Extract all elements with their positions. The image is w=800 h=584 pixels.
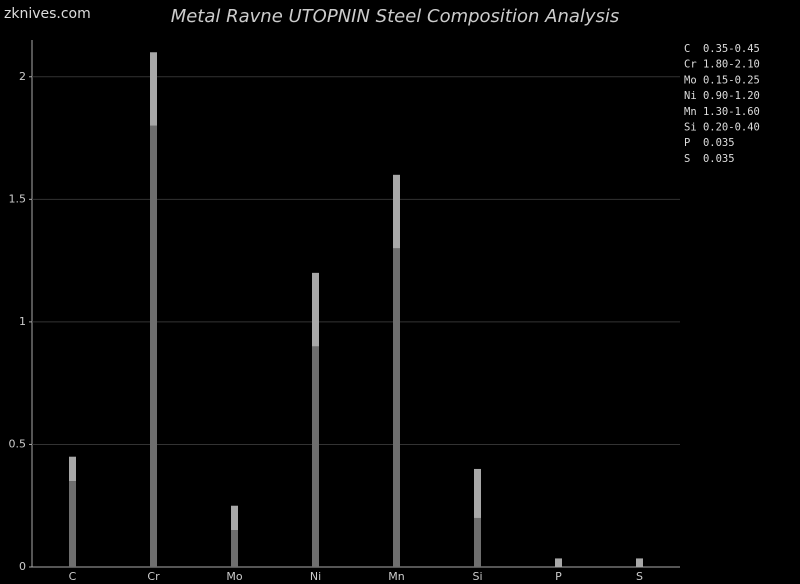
bar-min: [231, 530, 238, 567]
y-tick-label: 1.5: [9, 192, 27, 205]
legend-entry: Cr 1.80-2.10: [684, 59, 760, 71]
bar-min: [312, 346, 319, 567]
y-tick-label: 1: [19, 315, 26, 328]
bar-min: [69, 481, 76, 567]
x-tick-label: S: [636, 570, 643, 583]
legend-entry: C 0.35-0.45: [684, 43, 760, 55]
x-tick-label: C: [69, 570, 77, 583]
x-tick-label: Ni: [310, 570, 321, 583]
watermark: zknives.com: [4, 6, 91, 22]
x-tick-label: Mo: [226, 570, 242, 583]
bar-range: [150, 52, 157, 126]
legend-entry: P 0.035: [684, 137, 735, 149]
bar-range: [231, 505, 238, 531]
x-tick-label: Cr: [147, 570, 160, 583]
bar-max: [555, 558, 562, 567]
bar-range: [69, 456, 76, 482]
bar-range: [393, 174, 400, 249]
legend-entry: Ni 0.90-1.20: [684, 90, 760, 102]
bar-min: [150, 125, 157, 567]
bar-range: [312, 272, 319, 347]
y-tick-label: 2: [19, 70, 26, 83]
legend-entry: Mo 0.15-0.25: [684, 74, 760, 86]
bar-min: [393, 248, 400, 568]
x-tick-label: Mn: [388, 570, 404, 583]
bar-range: [474, 468, 481, 518]
y-tick-label: 0.5: [9, 437, 27, 450]
legend-entry: Mn 1.30-1.60: [684, 106, 760, 118]
bar-max: [636, 558, 643, 567]
x-tick-label: Si: [472, 570, 482, 583]
legend-entry: Si 0.20-0.40: [684, 122, 760, 134]
legend-entry: S 0.035: [684, 153, 735, 165]
x-tick-label: P: [555, 570, 562, 583]
chart-title: Metal Ravne UTOPNIN Steel Composition An…: [171, 6, 620, 27]
bar-min: [474, 517, 481, 567]
y-tick-label: 0: [19, 560, 26, 573]
